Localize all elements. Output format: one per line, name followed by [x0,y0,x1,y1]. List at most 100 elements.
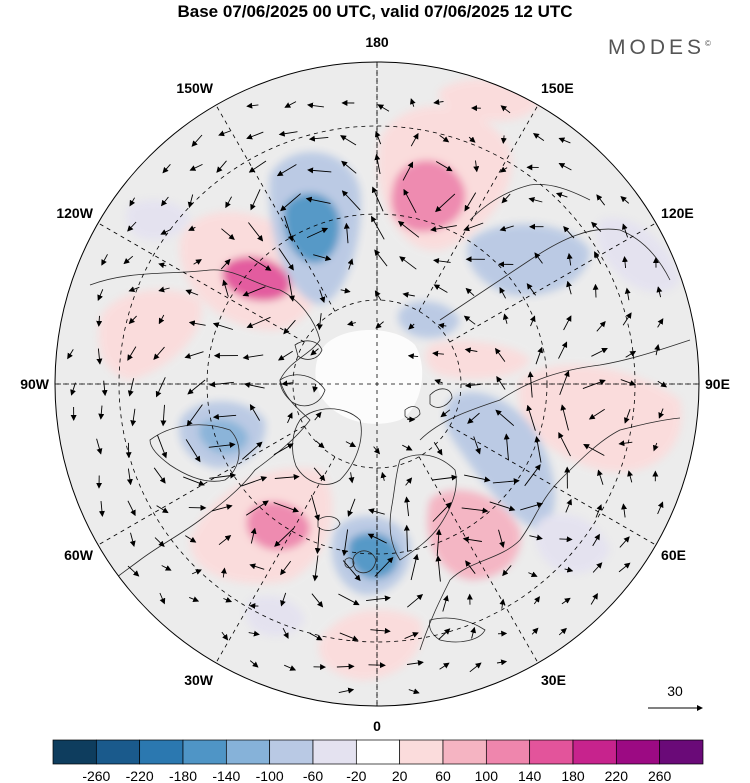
wind-vector [397,220,420,238]
anomaly-positive-north-atlantic-core [246,501,311,551]
wind-vector [340,135,357,146]
wind-vector [464,382,481,389]
wind-vector [222,279,229,297]
wind-vector [620,196,630,204]
wind-vector [618,562,631,573]
wind-vector [186,404,203,427]
wind-vector [223,596,233,603]
colorbar-tick-label: -260 [82,768,110,783]
colorbar-tick-label: 100 [475,768,499,783]
wind-vector [564,566,574,573]
wind-vector [245,500,269,516]
wind-vector [316,313,323,331]
colorbar-tick-label: -100 [256,768,284,783]
wind-vector [582,379,606,390]
longitude-label: 150W [176,80,213,96]
wind-vector [501,193,511,204]
anomaly-field [98,79,682,680]
wind-vector [127,565,140,577]
wind-vector [249,404,260,421]
wind-vector [280,592,287,607]
colorbar-tick-label: -180 [169,768,197,783]
colorbar-tick-label: 60 [435,768,451,783]
longitude-label: 60E [661,547,686,563]
wind-vector [375,321,384,329]
wind-vector [596,320,606,332]
wind-vector [499,225,514,232]
wind-vector [558,137,571,144]
map-title: Base 07/06/2025 00 UTC, valid 07/06/2025… [177,2,573,21]
wind-vector [307,102,324,109]
wind-vector [657,501,664,515]
reference-vector-label: 30 [667,683,683,699]
wind-vector [618,440,633,447]
wind-vector [520,502,544,511]
wind-vector [242,354,264,361]
wind-vector [439,135,450,143]
colorbar-swatch [139,739,184,765]
colorbar-swatch [442,739,487,765]
wind-vector [212,322,234,330]
wind-vector [96,315,103,327]
wind-vector [435,161,453,172]
wind-vector [284,215,294,242]
wind-vector [126,468,133,486]
wind-vector [128,286,140,293]
wind-vector [594,251,602,265]
wind-vector [283,319,296,335]
wind-vector [129,532,136,547]
wind-vector [463,222,484,232]
wind-vector [209,381,234,388]
wind-vector [127,378,135,397]
longitude-label: 90E [705,376,730,392]
wind-vector [496,659,508,666]
wind-vector [315,440,325,449]
wind-vector [127,221,137,232]
anomaly-negative-west-pacific [126,200,190,240]
wind-vector [128,315,137,325]
wind-vector [211,504,233,512]
wind-vector [558,432,571,457]
wind-vector [533,596,540,605]
wind-vector [281,380,293,387]
wind-vector [502,313,509,324]
wind-vector [160,404,167,427]
wind-vector [403,524,410,552]
wind-vector [212,413,237,420]
wind-vector [218,130,231,137]
anomaly-negative-bering-core [283,193,341,264]
anomaly-negative-west-siberia [444,392,555,530]
colorbar-swatch [615,739,661,765]
wind-vector [347,498,356,517]
colorbar-swatch [485,739,531,765]
wind-vector [129,197,136,207]
wind-vector [310,348,319,356]
wind-vector [399,256,417,270]
wind-vector [430,225,457,233]
wind-vector [463,315,476,325]
colorbar-swatch [95,739,141,765]
brand-text: MODES [608,36,706,59]
wind-vector [221,631,229,641]
wind-vector [374,249,388,267]
wind-vector [161,565,172,571]
wind-vector [313,254,332,261]
wind-vector [499,598,506,609]
wind-vector [282,627,289,639]
wind-vector [308,135,329,142]
wind-vector [309,632,323,641]
wind-vector [343,222,350,244]
wind-vector [559,370,570,396]
wind-vector [373,446,381,455]
wind-vector [527,371,534,398]
anomaly-positive-central-asia [518,365,682,472]
wind-vector [274,474,300,480]
longitude-label: 60W [64,547,94,563]
wind-vector [127,346,137,361]
wind-vector [654,344,661,356]
wind-vector [408,688,420,695]
wind-vector [528,571,538,578]
wind-vector [336,663,355,670]
anomaly-positive-west-usa [98,289,202,380]
wind-vector [566,280,572,295]
